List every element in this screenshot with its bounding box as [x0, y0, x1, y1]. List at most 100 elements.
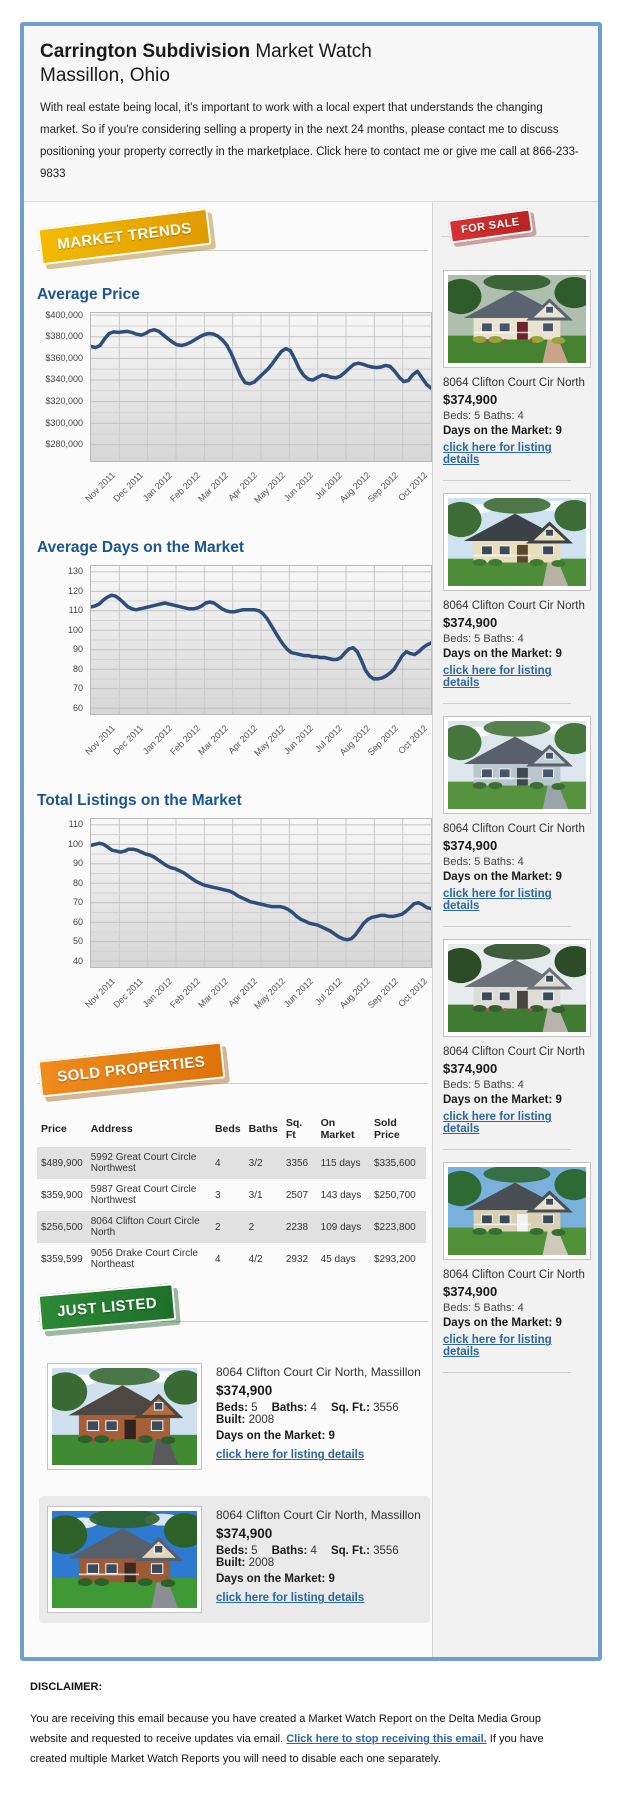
table-header: Price	[41, 1123, 67, 1136]
chart-plot-area	[90, 312, 432, 463]
y-axis-tick-label: $340,000	[45, 374, 83, 385]
table-row: $256,500 8064 Clifton Court Circle North 2…	[37, 1211, 427, 1244]
listing-address: 8064 Clifton Court Cir North	[443, 377, 585, 390]
sold-properties-table: Price Address Beds Baths Sq. Ft On Market Sold…	[37, 1111, 427, 1275]
y-axis-tick-label: $380,000	[45, 331, 83, 342]
spec-pair: Beds: 5	[216, 1402, 258, 1414]
y-axis-tick-label: 40	[72, 955, 83, 966]
listing-address: 8064 Clifton Court Cir North, Massillon	[216, 1365, 421, 1380]
table-cell: $250,700	[374, 1189, 416, 1201]
spec-pair: Built: 2008	[216, 1414, 274, 1426]
just-listed-item: 8064 Clifton Court Cir North, Massillon $…	[39, 1353, 430, 1480]
y-axis-tick-label: 100	[67, 624, 83, 635]
listing-details-link[interactable]: click here for listing details	[443, 1334, 552, 1359]
spec-label: Built:	[216, 1557, 246, 1570]
table-header: On Market	[320, 1117, 355, 1142]
listing-address: 8064 Clifton Court Cir North	[443, 823, 585, 836]
table-cell: $256,500	[41, 1221, 83, 1233]
spec-label: Beds:	[216, 1545, 248, 1558]
listing-days-on-market: Days on the Market: 9	[216, 1573, 335, 1586]
spec-value: 3556	[373, 1545, 399, 1558]
y-axis-tick-label: $360,000	[45, 352, 83, 363]
spec-value: 2008	[248, 1414, 275, 1427]
listing-price: $374,900	[443, 615, 498, 631]
table-row: $489,900 5992 Great Court Circle Northwes…	[37, 1147, 427, 1180]
spec-pair: Baths: 4	[272, 1545, 317, 1557]
y-axis-tick-label: $300,000	[45, 417, 83, 428]
table-cell: 109 days	[320, 1221, 362, 1233]
page-title: Carrington Subdivision Market Watch	[40, 40, 582, 64]
table-header: Sq. Ft	[285, 1117, 303, 1142]
charts-section: Average Price $400,000 $380,000 $360,000 $34…	[37, 286, 432, 1023]
title-suffix: Market Watch	[250, 41, 372, 62]
table-cell: 3/1	[248, 1189, 263, 1201]
spec-value: 5	[251, 1402, 258, 1415]
house-photo-illustration	[440, 1165, 594, 1256]
table-cell: 143 days	[320, 1189, 362, 1201]
spec-value: 2008	[248, 1557, 275, 1570]
listing-beds-baths: Beds: 5 Baths: 4	[443, 1079, 524, 1092]
listing-details-link[interactable]: click here for listing details	[443, 442, 552, 467]
section-rule	[441, 236, 589, 238]
table-cell: $335,600	[374, 1157, 416, 1169]
chart-block: Average Days on the Market 130 120 110 100 90…	[37, 539, 432, 770]
listing-details-link[interactable]: click here for listing details	[216, 1592, 365, 1605]
just-listed-details: 8064 Clifton Court Cir North, Massillon $…	[216, 1363, 422, 1470]
listing-beds-baths: Beds: 5 Baths: 4	[443, 856, 524, 869]
for-sale-listing: 8064 Clifton Court Cir North $374,900 Beds…	[440, 493, 594, 705]
listing-divider	[443, 926, 571, 928]
table-cell: 2507	[285, 1189, 309, 1201]
listing-details-link[interactable]: click here for listing details	[443, 888, 552, 913]
table-cell: 3356	[285, 1157, 309, 1169]
y-axis-tick-label: 90	[72, 858, 83, 869]
table-row: $359,599 9056 Drake Court Circle Northeas…	[37, 1243, 426, 1275]
header-divider	[24, 201, 598, 203]
spec-label: Sq. Ft.:	[330, 1402, 370, 1415]
for-sale-listing: 8064 Clifton Court Cir North $374,900 Beds…	[440, 270, 594, 482]
table-cell: $359,599	[41, 1253, 83, 1265]
listing-divider	[443, 703, 571, 705]
y-axis-tick-label: 70	[72, 897, 83, 908]
listing-photo[interactable]	[440, 270, 594, 369]
listing-address: 8064 Clifton Court Cir North	[443, 1046, 585, 1059]
listing-photo[interactable]	[440, 1162, 594, 1261]
chart-plot-area	[90, 565, 432, 716]
table-cell: 2932	[285, 1253, 309, 1265]
table-header: Address	[90, 1123, 133, 1136]
table-row: $359,900 5987 Great Court Circle Northwes…	[37, 1179, 426, 1211]
listing-address: 8064 Clifton Court Cir North	[443, 1269, 585, 1282]
listing-specs: Beds: 5 Baths: 4 Sq. Ft.: 3556 Built: 2008	[216, 1545, 422, 1569]
spec-pair: Built: 2008	[216, 1557, 274, 1569]
listing-photo[interactable]	[440, 716, 594, 815]
y-axis-tick-label: 110	[68, 819, 83, 830]
table-cell: 2238	[285, 1221, 309, 1233]
chart-plot-area	[90, 818, 432, 969]
chart-title: Average Days on the Market	[37, 539, 245, 557]
for-sale-badge: FOR SALE	[447, 208, 534, 245]
y-axis-tick-label: 100	[67, 838, 83, 849]
table-cell: 5992 Great Court Circle Northwest	[90, 1152, 197, 1175]
just-listed-badge: JUST LISTED	[37, 1283, 177, 1333]
listing-price: $374,900	[443, 392, 498, 408]
listing-details-link[interactable]: click here for listing details	[443, 1111, 552, 1136]
y-axis-tick-label: 60	[72, 916, 83, 927]
y-axis-tick-label: 50	[72, 936, 83, 947]
listing-details-link[interactable]: click here for listing details	[216, 1449, 365, 1462]
listing-photo[interactable]	[43, 1506, 206, 1614]
house-photo-illustration	[440, 942, 594, 1033]
unsubscribe-link[interactable]: Click here to stop receiving this email.	[286, 1733, 487, 1746]
listing-details-link[interactable]: click here for listing details	[443, 665, 552, 690]
just-listed-row: JUST LISTED	[37, 1283, 430, 1347]
chart-title: Average Price	[37, 286, 140, 304]
listing-days-on-market: Days on the Market: 9	[443, 871, 562, 884]
y-axis-tick-label: 110	[68, 605, 83, 616]
listing-photo[interactable]	[440, 493, 594, 592]
spec-value: 4	[310, 1402, 317, 1415]
listing-photo[interactable]	[440, 939, 594, 1038]
just-listed-details: 8064 Clifton Court Cir North, Massillon $…	[216, 1506, 422, 1613]
main-column: MARKET TRENDS Average Price $400,000 $380,…	[24, 202, 432, 1658]
y-axis-tick-label: 90	[72, 644, 83, 655]
listing-photo[interactable]	[43, 1363, 206, 1471]
sold-properties-badge: SOLD PROPERTIES	[37, 1041, 225, 1098]
table-cell: $359,900	[41, 1189, 83, 1201]
